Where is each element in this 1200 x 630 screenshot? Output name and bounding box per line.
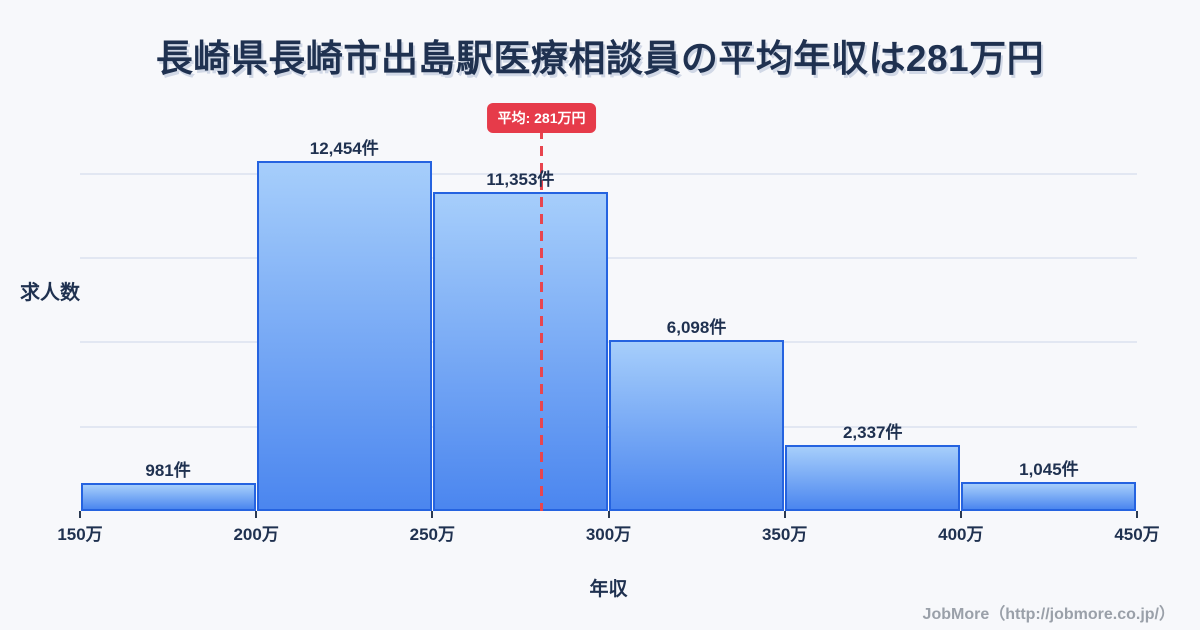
average-badge: 平均: 281万円 <box>486 103 597 133</box>
histogram-bar <box>609 340 785 511</box>
gridline <box>80 172 1137 175</box>
gridline <box>80 341 1137 344</box>
x-axis-tick-label: 450万 <box>1114 525 1160 544</box>
x-axis-tick-label: 300万 <box>585 525 632 544</box>
gridline <box>80 257 1137 260</box>
x-axis-tick <box>607 511 610 518</box>
x-axis-tick <box>79 511 81 518</box>
bar-value-label: 2,337件 <box>842 423 903 442</box>
bar-value-label: 6,098件 <box>666 318 727 337</box>
y-axis-label: 求人数 <box>20 282 80 304</box>
bar-value-label: 12,454件 <box>309 139 379 158</box>
page-title: 長崎県長崎市出島駅医療相談員の平均年収は281万円 <box>155 38 1045 79</box>
x-axis-tick-label: 250万 <box>409 525 456 544</box>
x-axis-tick-label: 350万 <box>761 525 808 544</box>
bar-value-label: 1,045件 <box>1019 460 1079 479</box>
histogram-bar <box>961 482 1137 511</box>
average-line <box>540 129 544 511</box>
x-axis-tick <box>431 511 434 518</box>
bar-value-label: 981件 <box>145 461 191 480</box>
histogram-bar <box>256 161 432 511</box>
x-axis-tick <box>959 511 962 518</box>
histogram-bar <box>432 192 608 511</box>
gridline <box>80 425 1137 428</box>
x-axis-label: 年収 <box>589 579 628 600</box>
x-axis-tick-label: 400万 <box>938 525 984 544</box>
x-axis-tick <box>783 511 786 518</box>
footer-credit: JobMore（http://jobmore.co.jp/） <box>922 606 1175 623</box>
x-axis-tick <box>1136 511 1138 518</box>
histogram-bar <box>785 445 961 511</box>
x-axis-tick-label: 200万 <box>233 525 279 544</box>
x-axis-tick-label: 150万 <box>57 525 103 544</box>
bar-value-label: 11,353件 <box>486 170 555 189</box>
histogram-bar <box>80 483 256 511</box>
x-axis-tick <box>255 511 258 518</box>
